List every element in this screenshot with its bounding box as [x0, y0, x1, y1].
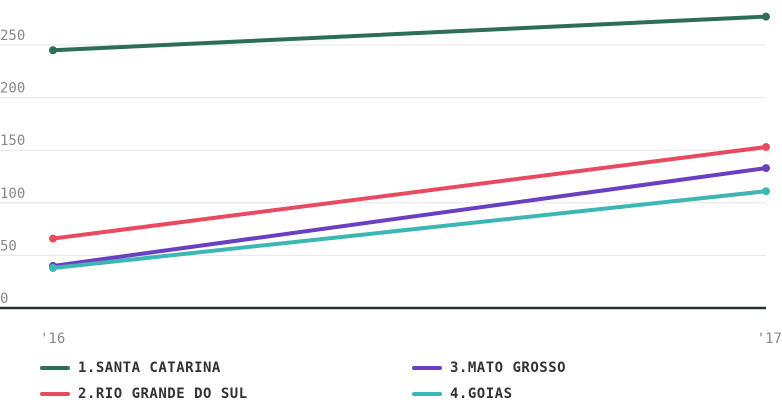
x-tick-label: '17 [757, 331, 782, 347]
y-tick-label: 0 [0, 291, 8, 307]
legend-label: 3.MATO GROSSO [450, 360, 567, 376]
y-tick-label: 250 [0, 28, 25, 44]
legend-swatch [40, 392, 70, 396]
gridlines [0, 44, 766, 256]
data-point [762, 187, 770, 196]
y-tick-label: 150 [0, 133, 25, 149]
legend-swatch [40, 366, 70, 370]
legend-swatch [412, 366, 442, 370]
series-path [51, 14, 768, 53]
legend-item-santa-catarina: 1.SANTA CATARINA [40, 360, 221, 376]
series-lines [49, 12, 770, 273]
data-point [49, 46, 57, 55]
data-point [762, 12, 770, 21]
data-point [49, 234, 57, 243]
data-point [762, 143, 770, 152]
y-tick-label: 50 [0, 238, 17, 254]
y-tick-label: 200 [0, 81, 25, 97]
series-line-1 [49, 12, 770, 55]
legend-label: 1.SANTA CATARINA [78, 360, 221, 376]
series-path [51, 166, 768, 268]
legend-label: 4.GOIAS [450, 386, 513, 402]
y-axis-ticks: 0 50 100 150 200 250 [0, 28, 25, 307]
x-tick-label: '16 [40, 331, 65, 347]
legend-item-mato-grosso: 3.MATO GROSSO [412, 360, 566, 376]
legend-swatch [412, 392, 442, 396]
x-axis-ticks: '16 '17 [40, 331, 782, 347]
legend-item-rio-grande-do-sul: 2.RIO GRANDE DO SUL [40, 386, 248, 402]
series-line-2 [49, 143, 770, 243]
legend-label: 2.RIO GRANDE DO SUL [78, 386, 248, 402]
data-point [762, 164, 770, 173]
data-point [49, 264, 57, 273]
y-tick-label: 100 [0, 186, 25, 202]
series-line-3 [49, 164, 770, 270]
legend-item-goias: 4.GOIAS [412, 386, 513, 402]
series-path [51, 189, 768, 271]
legend: 1.SANTA CATARINA 2.RIO GRANDE DO SUL 3.M… [40, 358, 780, 404]
series-line-4 [49, 187, 770, 273]
series-path [51, 145, 768, 241]
